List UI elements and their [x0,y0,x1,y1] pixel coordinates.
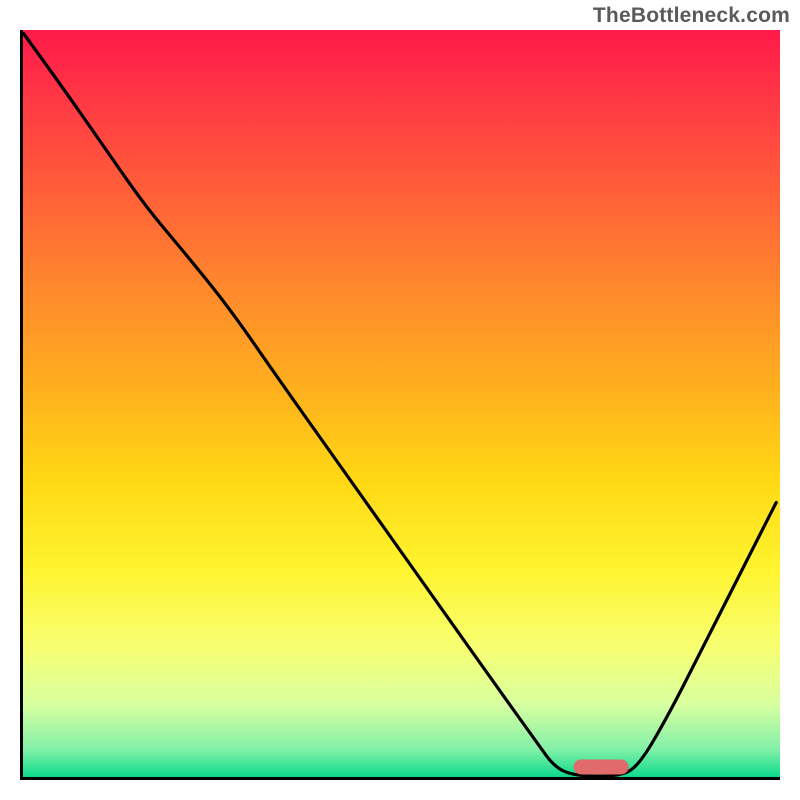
plot-area [20,30,780,780]
optimal-marker [574,759,629,774]
x-axis [20,777,780,780]
y-axis [20,30,23,780]
watermark-text: TheBottleneck.com [593,4,790,28]
bottleneck-curve [20,30,780,780]
chart-container: TheBottleneck.com [0,0,800,800]
